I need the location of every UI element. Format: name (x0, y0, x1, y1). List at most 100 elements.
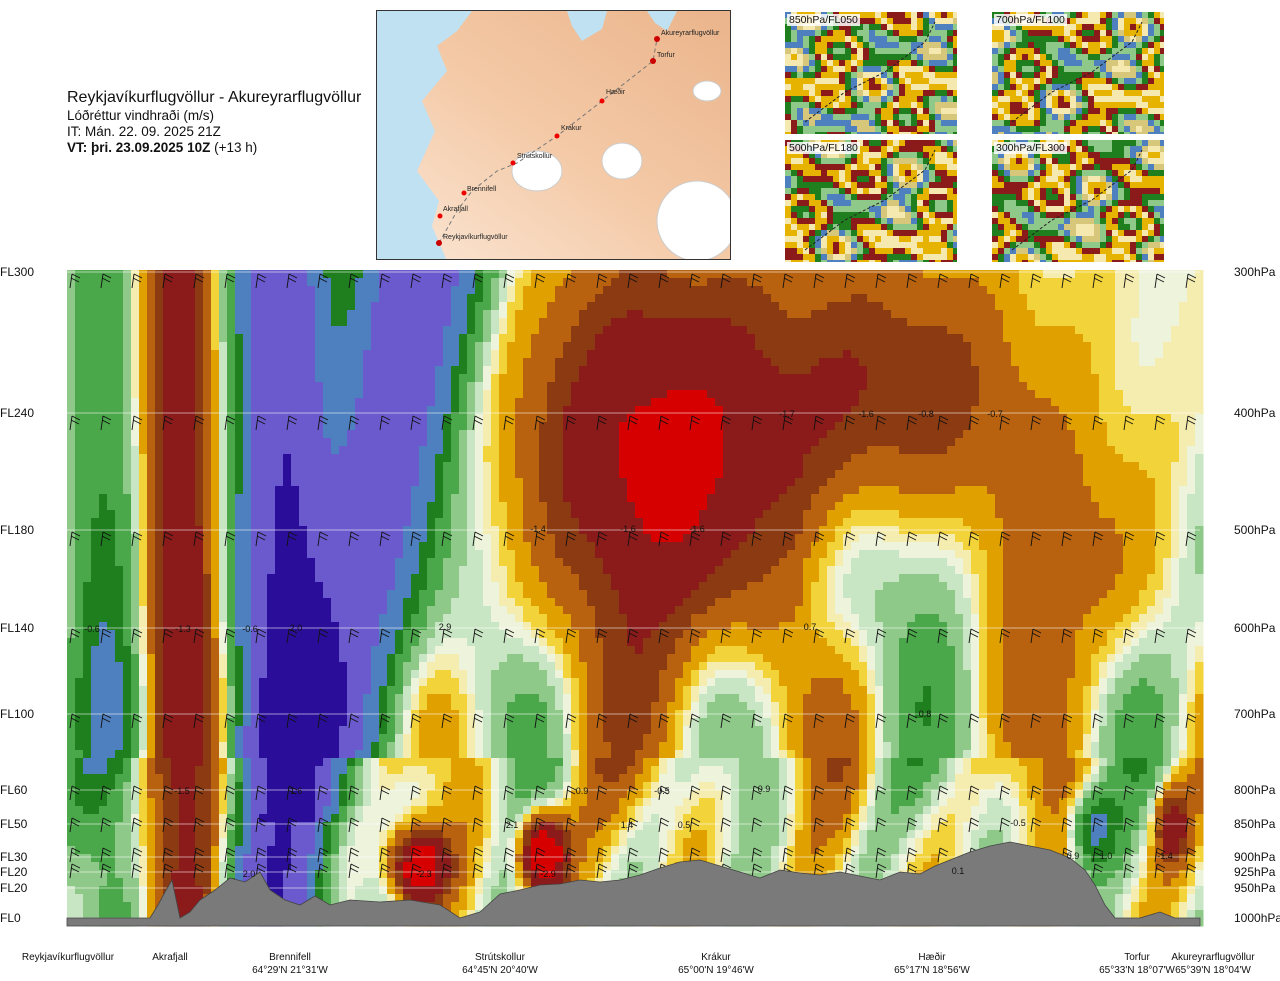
thumbnail-cell (905, 152, 912, 159)
field-cell (179, 326, 188, 335)
thumbnail-cell (1124, 188, 1131, 195)
field-cell (771, 398, 780, 407)
thumbnail-cell (839, 254, 846, 261)
field-cell (555, 406, 564, 415)
thumbnail-cell (1064, 60, 1071, 67)
field-cell (739, 374, 748, 383)
thumbnail-cell (869, 236, 876, 243)
field-cell (515, 406, 524, 415)
thumbnail-cell (809, 66, 816, 73)
field-cell (611, 286, 620, 295)
field-cell (1195, 318, 1204, 327)
thumbnail-cell (875, 260, 882, 262)
field-cell (987, 398, 996, 407)
thumbnail-cell (1130, 66, 1137, 73)
thumbnail-cell (1094, 36, 1101, 43)
thumbnail-cell (1118, 66, 1125, 73)
field-cell (1187, 278, 1196, 287)
field-cell (619, 294, 628, 303)
field-cell (1011, 374, 1020, 383)
field-cell (387, 302, 396, 311)
thumbnail-cell (1112, 170, 1119, 177)
thumbnail-850hpa[interactable]: 850hPa/FL050 (785, 12, 957, 134)
thumbnail-cell (1010, 96, 1017, 103)
thumbnail-cell (887, 120, 894, 127)
field-cell (331, 398, 340, 407)
field-cell (131, 398, 140, 407)
thumbnail-cell (1136, 66, 1143, 73)
thumbnail-cell (1028, 90, 1035, 97)
field-cell (467, 358, 476, 367)
thumbnail-cell (1010, 158, 1017, 165)
thumbnail-500hpa[interactable]: 500hPa/FL180 (785, 140, 957, 262)
field-cell (1187, 374, 1196, 383)
field-cell (443, 334, 452, 343)
field-cell (523, 350, 532, 359)
field-cell (1019, 302, 1028, 311)
thumbnail-cell (857, 224, 864, 231)
field-cell (747, 350, 756, 359)
field-cell (683, 318, 692, 327)
field-cell (179, 318, 188, 327)
thumbnail-300hpa[interactable]: 300hPa/FL300 (992, 140, 1164, 262)
thumbnail-cell (875, 114, 882, 121)
field-cell (195, 318, 204, 327)
thumbnail-cell (998, 120, 1005, 127)
field-cell (659, 350, 668, 359)
field-cell (739, 406, 748, 415)
field-cell (235, 334, 244, 343)
field-cell (899, 278, 908, 287)
thumbnail-cell (1112, 152, 1119, 159)
field-cell (843, 334, 852, 343)
thumbnail-cell (845, 176, 852, 183)
field-cell (403, 358, 412, 367)
thumbnail-cell (1052, 24, 1059, 31)
thumbnail-cell (935, 206, 942, 213)
field-cell (627, 398, 636, 407)
thumbnail-cell (821, 108, 828, 115)
field-cell (587, 310, 596, 319)
field-cell (371, 398, 380, 407)
thumbnail-cell (1022, 24, 1029, 31)
thumbnail-cell (1022, 170, 1029, 177)
thumbnail-cell (935, 140, 942, 147)
field-cell (1115, 326, 1124, 335)
field-cell (163, 390, 172, 399)
thumbnail-cell (917, 84, 924, 91)
thumbnail-cell (1082, 60, 1089, 67)
thumbnail-cell (827, 194, 834, 201)
thumbnail-cell (911, 78, 918, 85)
thumbnail-cell (887, 42, 894, 49)
field-cell (947, 270, 956, 279)
field-cell (163, 278, 172, 287)
field-cell (1019, 350, 1028, 359)
field-cell (971, 398, 980, 407)
thumbnail-cell (809, 182, 816, 189)
field-cell (899, 350, 908, 359)
field-cell (339, 350, 348, 359)
field-cell (363, 302, 372, 311)
field-cell (739, 358, 748, 367)
field-cell (267, 390, 276, 399)
thumbnail-cell (992, 164, 999, 171)
field-cell (667, 374, 676, 383)
thumbnail-cell (1052, 42, 1059, 49)
thumbnail-cell (791, 236, 798, 243)
field-cell (1099, 318, 1108, 327)
thumbnail-700hpa[interactable]: 700hPa/FL100 (992, 12, 1164, 134)
field-cell (83, 326, 92, 335)
thumbnail-cell (827, 78, 834, 85)
field-cell (555, 334, 564, 343)
field-cell (1035, 326, 1044, 335)
field-cell (627, 318, 636, 327)
thumbnail-cell (839, 230, 846, 237)
field-cell (467, 406, 476, 415)
thumbnail-cell (1058, 248, 1065, 255)
field-cell (1027, 302, 1036, 311)
thumbnail-cell (1004, 188, 1011, 195)
field-cell (707, 366, 716, 375)
thumbnail-cell (899, 78, 906, 85)
thumbnail-cell (1106, 236, 1113, 243)
thumbnail-cell (935, 224, 942, 231)
field-cell (667, 334, 676, 343)
